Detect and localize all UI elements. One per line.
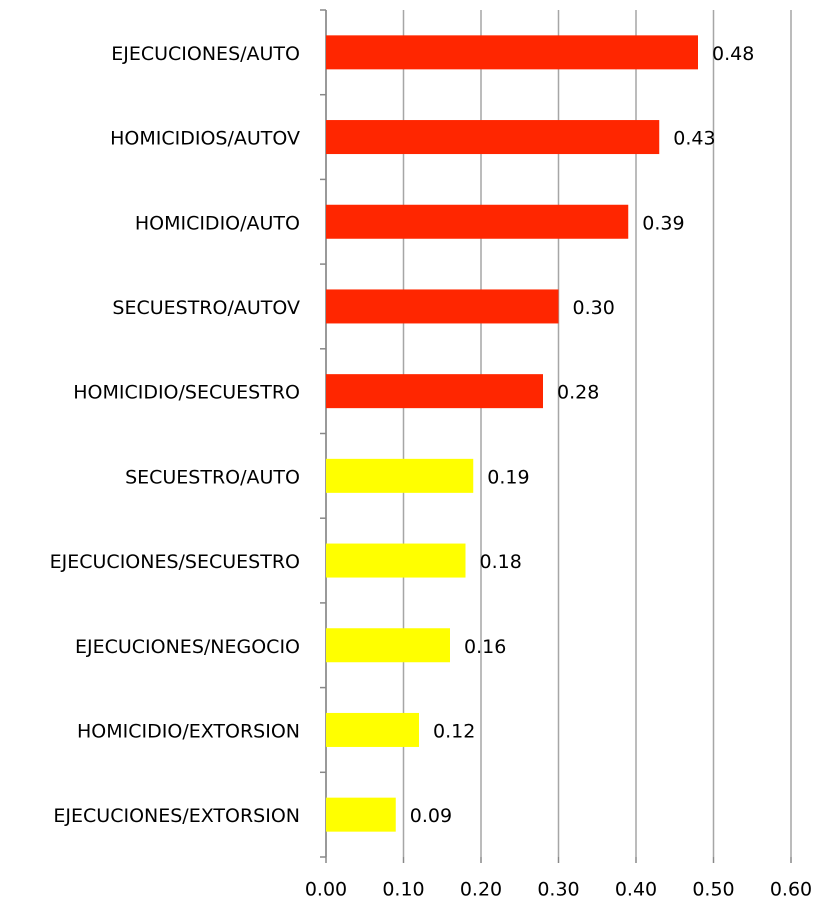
- bar: [326, 628, 450, 663]
- y-tick-label: SECUESTRO/AUTO: [125, 466, 300, 488]
- data-label: 0.28: [557, 382, 599, 404]
- bar: [326, 374, 543, 409]
- y-tick-label: HOMICIDIO/AUTO: [135, 212, 300, 234]
- data-label: 0.30: [573, 297, 615, 319]
- y-tick-label: EJECUCIONES/AUTO: [111, 43, 300, 65]
- bar: [326, 458, 474, 493]
- y-tick-label: HOMICIDIO/EXTORSION: [77, 720, 300, 742]
- y-tick-label: EJECUCIONES/SECUESTRO: [50, 551, 300, 573]
- y-tick-label: EJECUCIONES/EXTORSION: [53, 805, 300, 827]
- data-label: 0.16: [464, 636, 506, 658]
- x-tick-label: 0.00: [305, 879, 347, 901]
- x-tick-label: 0.40: [615, 879, 657, 901]
- bar: [326, 289, 559, 324]
- data-label: 0.18: [480, 551, 522, 573]
- x-tick-label: 0.50: [692, 879, 734, 901]
- data-label: 0.12: [433, 720, 475, 742]
- data-label: 0.43: [673, 128, 715, 150]
- bar: [326, 35, 698, 70]
- data-label: 0.39: [642, 212, 684, 234]
- bar: [326, 712, 419, 747]
- x-tick-label: 0.60: [770, 879, 812, 901]
- bar: [326, 204, 629, 239]
- bar: [326, 543, 466, 578]
- data-label: 0.19: [487, 466, 529, 488]
- x-tick-label: 0.20: [460, 879, 502, 901]
- bar: [326, 120, 660, 155]
- y-tick-label: EJECUCIONES/NEGOCIO: [75, 636, 300, 658]
- y-tick-label: SECUESTRO/AUTOV: [112, 297, 300, 319]
- y-tick-label: HOMICIDIOS/AUTOV: [110, 128, 300, 150]
- y-tick-label: HOMICIDIO/SECUESTRO: [73, 382, 300, 404]
- data-label: 0.09: [410, 805, 452, 827]
- x-tick-label: 0.10: [382, 879, 424, 901]
- x-tick-label: 0.30: [537, 879, 579, 901]
- data-label: 0.48: [712, 43, 754, 65]
- bar: [326, 797, 396, 832]
